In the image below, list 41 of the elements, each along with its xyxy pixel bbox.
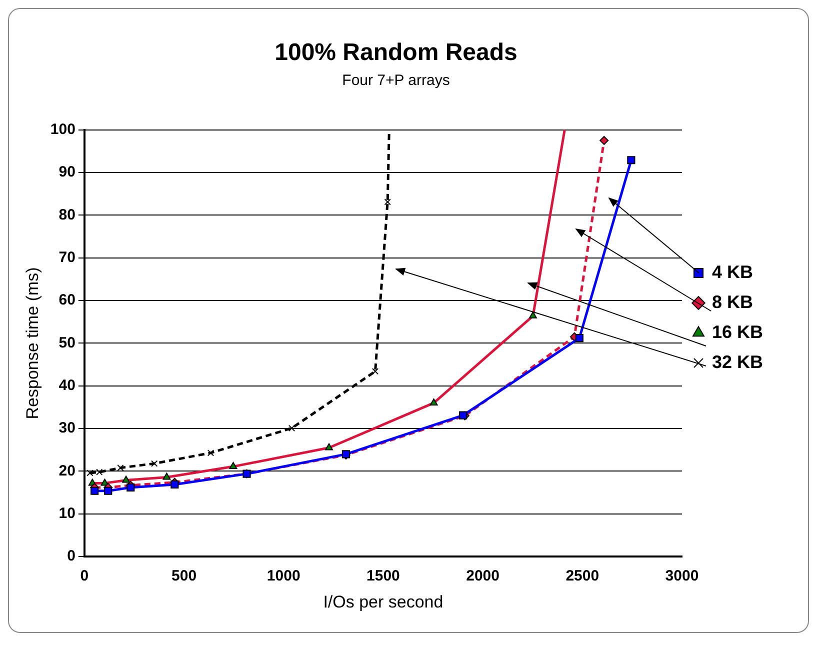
- legend-label: 32 KB: [712, 352, 764, 372]
- point: [207, 450, 214, 456]
- point: [288, 424, 296, 432]
- x-axis-title: I/Os per second: [323, 592, 444, 612]
- chart-title: 100% Random Reads: [274, 39, 518, 66]
- chart-subtitle: Four 7+P arrays: [342, 72, 450, 89]
- y-tick-label: 40: [58, 377, 76, 394]
- y-tick-label: 50: [58, 334, 76, 352]
- y-tick-label: 100: [50, 120, 76, 138]
- y-tick-label: 60: [58, 292, 76, 309]
- x-tick-label: 0: [80, 568, 89, 585]
- point: [459, 411, 468, 420]
- y-tick-label: 10: [58, 505, 76, 522]
- y-tick-label: 90: [58, 164, 76, 181]
- y-tick-label: 70: [58, 248, 76, 266]
- point: [384, 198, 391, 206]
- legend-label: 4 KB: [712, 262, 753, 282]
- point: [575, 334, 584, 342]
- point: [170, 480, 179, 489]
- y-tick-label: 80: [58, 206, 76, 224]
- x-tick-label: 500: [172, 568, 197, 585]
- x-tick-label: 2500: [566, 568, 600, 585]
- x-tick-label: 1500: [366, 568, 400, 585]
- point: [90, 486, 99, 495]
- point: [600, 136, 609, 145]
- y-tick-label: 0: [67, 548, 76, 565]
- point: [104, 486, 112, 495]
- y-tick-label: 30: [58, 420, 76, 437]
- point: [151, 460, 158, 467]
- x-tick-label: 2000: [466, 568, 500, 585]
- x-tick-label: 3000: [665, 568, 699, 585]
- legend-label: 8 KB: [712, 292, 753, 312]
- point: [627, 156, 636, 164]
- x-tick-label: 1000: [266, 568, 300, 585]
- point: [96, 468, 103, 476]
- y-axis-title: Response time (ms): [22, 267, 42, 420]
- y-tick-label: 20: [58, 462, 76, 480]
- point: [117, 464, 124, 472]
- legend-label: 16 KB: [712, 322, 764, 342]
- point: [372, 368, 379, 375]
- point: [126, 483, 135, 492]
